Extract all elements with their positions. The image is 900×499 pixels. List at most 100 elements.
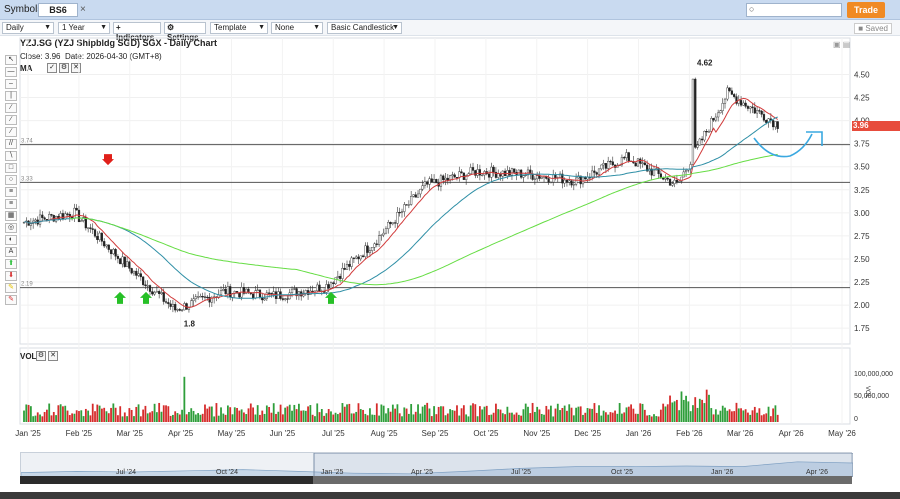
- eraser-icon[interactable]: ✎: [5, 295, 17, 305]
- candle-body: [334, 277, 337, 285]
- volume-bar: [357, 403, 360, 422]
- candle-body: [650, 168, 653, 176]
- fib-tool-icon[interactable]: ≡: [5, 187, 17, 197]
- template-select[interactable]: Template ▼: [210, 22, 268, 34]
- volume-bar: [650, 416, 653, 422]
- candle-body: [256, 289, 259, 292]
- volume-bar: [696, 407, 699, 422]
- volume-bar: [66, 410, 69, 422]
- candle-body: [164, 301, 168, 303]
- search-input[interactable]: ○: [746, 3, 842, 17]
- line-tool-icon[interactable]: —: [5, 67, 17, 77]
- chevron-down-icon: ▼: [313, 24, 320, 31]
- cycle-icon[interactable]: ◎: [5, 223, 17, 233]
- candle-body: [453, 174, 456, 178]
- candle-body: [634, 162, 637, 167]
- print-icon[interactable]: ▤: [842, 40, 851, 49]
- highlighter-icon[interactable]: ✎: [5, 283, 17, 293]
- volume-bar: [511, 412, 513, 422]
- ray-tool-icon[interactable]: ∕: [5, 115, 17, 125]
- candle-body: [508, 170, 511, 176]
- ellipse-tool-icon[interactable]: ○: [5, 175, 17, 185]
- gear-icon[interactable]: ⚙: [36, 351, 46, 361]
- check-icon[interactable]: ✓: [47, 63, 57, 73]
- gear-icon[interactable]: ⚙: [59, 63, 69, 73]
- candle-body: [199, 296, 202, 298]
- volume-bar: [213, 416, 216, 422]
- volume-bar: [478, 406, 481, 422]
- candle-body: [290, 288, 294, 293]
- parallel-tool-icon[interactable]: //: [5, 139, 17, 149]
- candle-body: [460, 171, 463, 174]
- volume-bar: [490, 414, 493, 422]
- x-tick-label: Apr '25: [168, 429, 194, 438]
- candle-body: [591, 170, 594, 178]
- price-chart[interactable]: 4.504.254.003.753.503.253.002.752.502.25…: [0, 0, 900, 440]
- arc-icon[interactable]: ◐: [5, 235, 17, 245]
- volume-bar: [634, 413, 637, 422]
- arrow-down-icon[interactable]: ⬇: [5, 271, 17, 281]
- volume-bar: [419, 413, 422, 422]
- candle-body: [696, 144, 699, 148]
- trade-button[interactable]: Trade: [847, 2, 885, 18]
- volume-bar: [29, 406, 32, 422]
- candle-body: [627, 152, 630, 162]
- volume-bar: [43, 412, 46, 422]
- fib-fan-icon[interactable]: ≡: [5, 199, 17, 209]
- cursor-icon[interactable]: ↖: [5, 55, 17, 65]
- trend-tool-icon[interactable]: ∕: [5, 103, 17, 113]
- volume-bar: [747, 412, 749, 422]
- hline-tool-icon[interactable]: –: [5, 79, 17, 89]
- chart-style-select[interactable]: Basic Candlestick ▼: [327, 22, 402, 34]
- rectangle-tool-icon[interactable]: □: [5, 163, 17, 173]
- volume-bar: [559, 410, 561, 422]
- volume-bar: [607, 414, 610, 422]
- candle-body: [474, 170, 477, 176]
- image-icon[interactable]: ▣: [833, 40, 841, 49]
- vline-tool-icon[interactable]: |: [5, 91, 17, 101]
- navigator-scrollbar[interactable]: [20, 476, 852, 484]
- volume-bar: [602, 410, 605, 422]
- scrollbar-thumb[interactable]: [313, 476, 852, 484]
- close-icon[interactable]: ×: [80, 4, 86, 15]
- channel-tool-icon[interactable]: ∕: [5, 127, 17, 137]
- volume-bar: [703, 403, 706, 422]
- close-icon[interactable]: ✕: [48, 351, 58, 361]
- candle-body: [350, 257, 353, 267]
- candle-body: [678, 181, 681, 183]
- close-icon[interactable]: ✕: [71, 63, 81, 73]
- period-select[interactable]: Daily ▼: [2, 22, 54, 34]
- volume-bar: [174, 411, 177, 422]
- volume-bar: [359, 409, 362, 422]
- saved-button[interactable]: ■ Saved: [854, 23, 892, 34]
- candle-body: [609, 160, 612, 163]
- volume-bar: [130, 409, 133, 422]
- symbol-chip[interactable]: BS6: [38, 3, 78, 17]
- volume-bar: [616, 413, 619, 422]
- none-select[interactable]: None ▼: [271, 22, 323, 34]
- candle-body: [304, 290, 307, 294]
- pitchfork-tool-icon[interactable]: ∖: [5, 151, 17, 161]
- candle-body: [458, 171, 461, 178]
- candle-body: [293, 288, 296, 290]
- candle-body: [357, 256, 360, 260]
- gann-icon[interactable]: ▦: [5, 211, 17, 221]
- arrow-up-icon[interactable]: ⬆: [5, 259, 17, 269]
- volume-bar: [41, 416, 44, 422]
- volume-bar: [387, 408, 390, 422]
- volume-bar: [556, 403, 559, 422]
- x-tick-label: Feb '26: [676, 429, 703, 438]
- candle-body: [710, 118, 713, 132]
- level-label: 3.33: [21, 176, 33, 182]
- volume-bar: [281, 414, 284, 422]
- text-tool-icon[interactable]: A: [5, 247, 17, 257]
- candle-body: [348, 264, 351, 267]
- volume-bar: [80, 410, 83, 422]
- candle-body: [201, 296, 204, 298]
- volume-bar: [465, 414, 468, 422]
- range-select[interactable]: 1 Year ▼: [58, 22, 110, 34]
- candle-body: [355, 256, 358, 259]
- volume-bar: [348, 403, 351, 422]
- candle-body: [586, 177, 589, 180]
- volume-bar: [82, 416, 85, 422]
